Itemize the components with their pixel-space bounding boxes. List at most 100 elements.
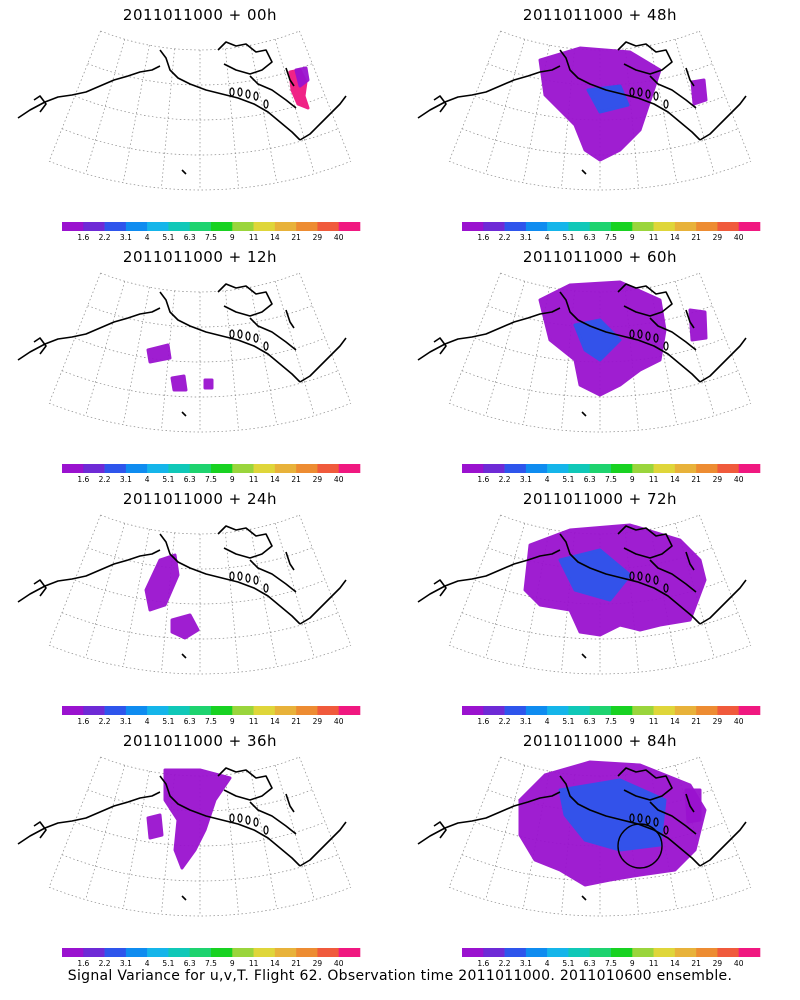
- coastline: [33, 95, 47, 113]
- colorbar-swatch: [674, 948, 697, 957]
- colorbar-swatch: [462, 948, 484, 957]
- colorbar-swatch: [338, 464, 361, 473]
- colorbar-label: 3.1: [520, 959, 532, 968]
- colorbar-swatch: [338, 948, 361, 957]
- variance-shading: [294, 66, 310, 88]
- colorbar-label: 3.1: [520, 475, 532, 484]
- colorbar-swatch: [211, 464, 233, 473]
- coastline: [417, 791, 561, 845]
- coastline: [649, 801, 697, 835]
- colorbar-label: 21: [291, 475, 301, 484]
- map-canvas: 1.6 2.2 3.1 4 5.1 6.3 7.5 9 11 14 21 29 40: [17, 756, 361, 968]
- graticule: [448, 30, 752, 191]
- island: [237, 87, 243, 97]
- colorbar-swatch: [568, 706, 591, 715]
- colorbar-label: 1.6: [77, 717, 89, 726]
- map-panel: 2011011000 + 84h 1.6 2.2 3.1 4 5.1 6.3 7.5 9 11 14…: [400, 726, 800, 968]
- colorbar-label: 29: [713, 717, 723, 726]
- colorbar-swatch: [274, 222, 297, 231]
- colorbar-label: 7.5: [605, 959, 617, 968]
- coastline: [617, 283, 673, 317]
- colorbar-label: 11: [249, 233, 259, 242]
- colorbar-swatch: [483, 948, 505, 957]
- colorbar-swatch: [589, 948, 612, 957]
- colorbar-swatch: [104, 706, 127, 715]
- panel-title: 2011011000 + 24h: [122, 490, 278, 508]
- colorbar-swatch: [632, 464, 654, 473]
- colorbar-label: 6.3: [584, 959, 596, 968]
- colorbar-label: 21: [291, 233, 301, 242]
- colorbar-label: 6.3: [584, 233, 596, 242]
- colorbar: 1.6 2.2 3.1 4 5.1 6.3 7.5 9 11 14 21 29 40: [62, 464, 361, 484]
- colorbar-swatch: [296, 464, 318, 473]
- coastline: [433, 337, 447, 355]
- colorbar-swatch: [653, 948, 676, 957]
- coastline: [181, 895, 187, 901]
- map-panel: 2011011000 + 36h 1.6 2.2 3.1 4 5.1 6.3 7.5 9 11 14…: [0, 726, 400, 968]
- island: [663, 99, 669, 109]
- panel-title: 2011011000 + 72h: [522, 490, 678, 508]
- variance-shading: [684, 788, 702, 824]
- coastline: [417, 65, 561, 119]
- colorbar-label: 9: [630, 475, 635, 484]
- colorbar-label: 6.3: [584, 717, 596, 726]
- island: [253, 333, 259, 343]
- colorbar-label: 21: [291, 717, 301, 726]
- colorbar-label: 14: [270, 475, 280, 484]
- coastline: [581, 653, 587, 659]
- colorbar-swatch: [462, 464, 484, 473]
- colorbar-swatch: [168, 706, 191, 715]
- colorbar-swatch: [83, 222, 105, 231]
- colorbar-label: 21: [691, 475, 701, 484]
- colorbar-label: 29: [713, 475, 723, 484]
- colorbar-swatch: [104, 948, 127, 957]
- colorbar-label: 2.2: [499, 233, 511, 242]
- colorbar-label: 14: [670, 475, 680, 484]
- colorbar-swatch: [338, 222, 361, 231]
- island: [263, 825, 269, 835]
- colorbar: 1.6 2.2 3.1 4 5.1 6.3 7.5 9 11 14 21 29 40: [462, 222, 761, 242]
- colorbar-swatch: [189, 948, 212, 957]
- colorbar-swatch: [274, 464, 297, 473]
- colorbar: 1.6 2.2 3.1 4 5.1 6.3 7.5 9 11 14 21 29 40: [462, 464, 761, 484]
- colorbar-label: 40: [334, 475, 344, 484]
- colorbar-label: 1.6: [77, 959, 89, 968]
- island: [653, 91, 659, 101]
- colorbar-label: 3.1: [120, 233, 132, 242]
- colorbar-label: 6.3: [184, 717, 196, 726]
- colorbar-label: 1.6: [477, 233, 489, 242]
- colorbar-swatch: [147, 948, 169, 957]
- colorbar-swatch: [462, 706, 484, 715]
- colorbar-label: 7.5: [605, 233, 617, 242]
- coastline: [699, 337, 747, 383]
- colorbar-label: 7.5: [205, 717, 217, 726]
- colorbar-swatch: [62, 706, 84, 715]
- map-canvas: 1.6 2.2 3.1 4 5.1 6.3 7.5 9 11 14 21 29 40: [417, 272, 761, 484]
- colorbar-swatch: [253, 222, 276, 231]
- colorbar-label: 9: [230, 959, 235, 968]
- colorbar-label: 1.6: [477, 959, 489, 968]
- coastline: [159, 49, 301, 141]
- colorbar-label: 7.5: [605, 717, 617, 726]
- island: [637, 813, 643, 823]
- island: [637, 87, 643, 97]
- colorbar-swatch: [125, 948, 148, 957]
- colorbar-swatch: [483, 464, 505, 473]
- colorbar-label: 29: [713, 959, 723, 968]
- colorbar-swatch: [211, 706, 233, 715]
- island: [637, 329, 643, 339]
- variance-shading: [573, 318, 622, 362]
- colorbar-label: 14: [670, 233, 680, 242]
- island: [653, 575, 659, 585]
- island: [653, 333, 659, 343]
- coastline: [699, 95, 747, 141]
- colorbar-swatch: [504, 706, 527, 715]
- colorbar-label: 40: [734, 959, 744, 968]
- colorbar-label: 6.3: [584, 475, 596, 484]
- island: [637, 571, 643, 581]
- colorbar-label: 14: [270, 959, 280, 968]
- colorbar-swatch: [147, 222, 169, 231]
- colorbar-label: 29: [713, 233, 723, 242]
- colorbar-label: 4: [145, 717, 150, 726]
- colorbar-swatch: [568, 464, 591, 473]
